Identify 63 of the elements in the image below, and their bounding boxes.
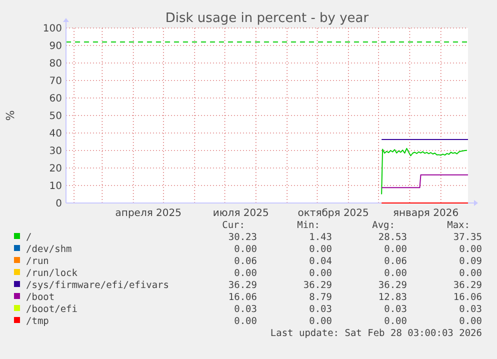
text: 0.04 [309, 256, 332, 267]
y-tick-label: 60 [49, 94, 62, 104]
text: Cur: [222, 220, 245, 231]
legend-label: /boot [26, 292, 55, 303]
x-tick-label: октября 2025 [298, 208, 369, 219]
legend-label: / [26, 232, 32, 243]
y-tick-label: 20 [49, 164, 62, 174]
legend-label: /run/lock [26, 268, 78, 279]
text: 0.00 [459, 244, 482, 255]
text: 0.03 [384, 304, 407, 315]
text: 0.03 [309, 304, 332, 315]
text: 36.29 [228, 280, 258, 291]
text: 0.00 [384, 316, 408, 327]
text: 36.29 [378, 280, 408, 291]
legend-label: /dev/shm [26, 244, 72, 255]
y-tick-label: 100 [42, 24, 62, 34]
y-tick-label: 0 [56, 198, 62, 210]
x-tick-label: июля 2025 [212, 208, 269, 219]
text: 37.35 [453, 232, 482, 243]
text: Last update: Sat Feb 28 03:00:03 2026 [270, 328, 482, 339]
text: 0.00 [309, 268, 332, 279]
text: 0.03 [234, 304, 257, 315]
chart-title: Disk usage in percent - by year [165, 11, 370, 26]
legend-label: /run [26, 256, 49, 267]
text: 0.00 [309, 244, 332, 255]
text: 16.06 [228, 292, 258, 303]
text: 28.53 [378, 232, 407, 243]
text: 1.43 [309, 232, 332, 243]
text: 0.06 [234, 256, 258, 267]
text: 0.00 [234, 244, 258, 255]
text: 30.23 [228, 232, 257, 243]
text: Max: [447, 220, 470, 231]
legend-label: /boot/efi [26, 304, 78, 315]
y-tick-label: 70 [49, 76, 62, 87]
y-tick-label: 90 [49, 41, 62, 52]
legend-label: /tmp [26, 316, 50, 327]
text: 12.83 [378, 292, 407, 303]
legend-label: /sys/firmware/efi/efivars [26, 280, 169, 291]
text: 0.00 [384, 244, 408, 255]
y-tick-label: 80 [49, 58, 62, 70]
y-tick-label: 50 [49, 111, 62, 122]
text: 0.03 [459, 304, 482, 315]
text: 0.00 [459, 268, 482, 279]
x-tick-label: апреля 2025 [115, 208, 182, 219]
y-axis-title: % [4, 110, 17, 121]
text: Min: [297, 220, 320, 231]
text: 0.09 [459, 256, 482, 267]
text: 0.06 [384, 256, 408, 267]
y-tick-label: 40 [49, 128, 62, 140]
text: 8.79 [309, 292, 332, 303]
text: 0.00 [309, 316, 332, 327]
text: 0.00 [234, 268, 258, 279]
text: 36.29 [453, 280, 482, 291]
text: 36.29 [303, 280, 332, 291]
text: 16.06 [453, 292, 482, 303]
text: 0.00 [234, 316, 258, 327]
text: Avg: [372, 220, 395, 231]
line-series [381, 148, 468, 195]
text: 0.00 [459, 316, 482, 327]
x-tick-label: января 2026 [393, 208, 459, 219]
y-tick-label: 30 [49, 146, 62, 157]
text: 0.00 [384, 268, 408, 279]
y-tick-label: 10 [49, 181, 62, 192]
